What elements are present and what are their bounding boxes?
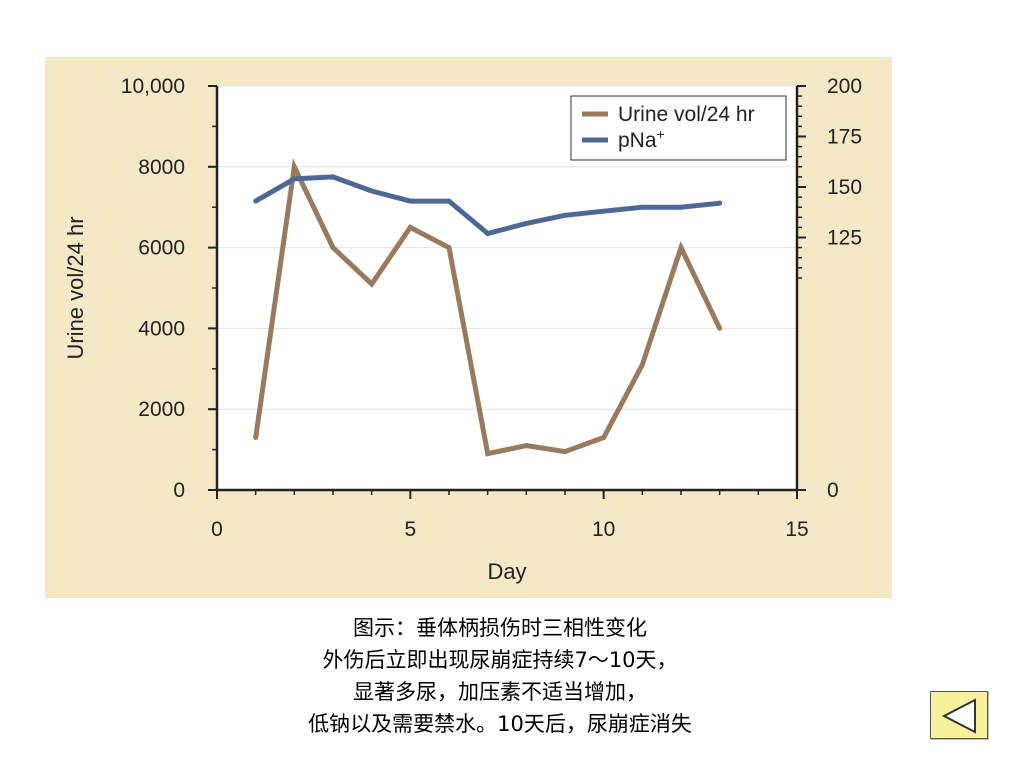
legend-label-superscript: + bbox=[657, 126, 665, 142]
legend-label-0: Urine vol/24 hr bbox=[618, 103, 755, 126]
y-left-tick-label-2: 4000 bbox=[138, 317, 185, 340]
data-point-0-4 bbox=[407, 224, 413, 230]
y-left-tick-label-4: 8000 bbox=[138, 156, 185, 179]
data-point-0-2 bbox=[330, 245, 336, 251]
y-left-tick-label-0: 0 bbox=[173, 479, 185, 502]
x-tick-label-1: 5 bbox=[404, 518, 416, 541]
data-point-1-5 bbox=[446, 198, 452, 204]
data-point-0-8 bbox=[562, 449, 568, 455]
data-point-1-12 bbox=[717, 200, 723, 206]
data-point-1-3 bbox=[369, 188, 375, 194]
left-triangle-icon bbox=[941, 698, 976, 734]
y-right-tick-label-0: 0 bbox=[827, 479, 839, 502]
y-left-axis-title: Urine vol/24 hr bbox=[63, 216, 88, 359]
x-axis-title: Day bbox=[487, 559, 526, 584]
data-point-0-5 bbox=[446, 245, 452, 251]
y-right-tick-label-4: 200 bbox=[827, 75, 862, 98]
y-right-tick-label-1: 125 bbox=[827, 227, 862, 250]
data-point-0-12 bbox=[717, 325, 723, 331]
caption-line-2: 外伤后立即出现尿崩症持续7～10天， bbox=[322, 648, 678, 672]
caption-line-4: 低钠以及需要禁水。10天后，尿崩症消失 bbox=[308, 712, 692, 736]
caption-line-1: 图示：垂体柄损伤时三相性变化 bbox=[353, 616, 647, 640]
y-right-tick-label-3: 175 bbox=[827, 126, 862, 149]
data-point-1-7 bbox=[523, 220, 529, 226]
data-point-1-6 bbox=[485, 230, 491, 236]
data-point-1-1 bbox=[291, 176, 297, 182]
caption-line-3: 显著多尿，加压素不适当增加， bbox=[353, 680, 647, 704]
x-tick-label-0: 0 bbox=[211, 518, 223, 541]
data-point-1-8 bbox=[562, 212, 568, 218]
y-left-tick-label-1: 2000 bbox=[138, 398, 185, 421]
legend-label-1: pNa+ bbox=[618, 126, 665, 152]
data-point-0-1 bbox=[291, 164, 297, 170]
y-left-tick-label-3: 6000 bbox=[138, 237, 185, 260]
data-point-1-11 bbox=[678, 204, 684, 210]
data-point-1-10 bbox=[639, 204, 645, 210]
x-tick-label-2: 10 bbox=[592, 518, 615, 541]
y-right-tick-label-2: 150 bbox=[827, 176, 862, 199]
data-point-1-4 bbox=[407, 198, 413, 204]
data-point-0-11 bbox=[678, 245, 684, 251]
data-point-0-10 bbox=[639, 362, 645, 368]
data-point-1-0 bbox=[253, 198, 259, 204]
data-point-0-7 bbox=[523, 443, 529, 449]
data-point-0-3 bbox=[369, 281, 375, 287]
data-point-0-0 bbox=[253, 434, 259, 440]
data-point-1-9 bbox=[601, 208, 607, 214]
back-button[interactable] bbox=[930, 691, 988, 739]
data-point-0-9 bbox=[601, 434, 607, 440]
caption: 图示：垂体柄损伤时三相性变化 外伤后立即出现尿崩症持续7～10天， 显著多尿，加… bbox=[200, 612, 800, 740]
data-point-0-6 bbox=[485, 451, 491, 457]
figure-panel: 0 2000 4000 6000 8000 10,000 0 125 150 175 200 0 5 10… bbox=[45, 57, 892, 598]
data-point-1-2 bbox=[330, 174, 336, 180]
y-left-tick-label-5: 10,000 bbox=[121, 75, 185, 98]
legend-box bbox=[570, 95, 787, 161]
x-tick-label-3: 15 bbox=[785, 518, 808, 541]
